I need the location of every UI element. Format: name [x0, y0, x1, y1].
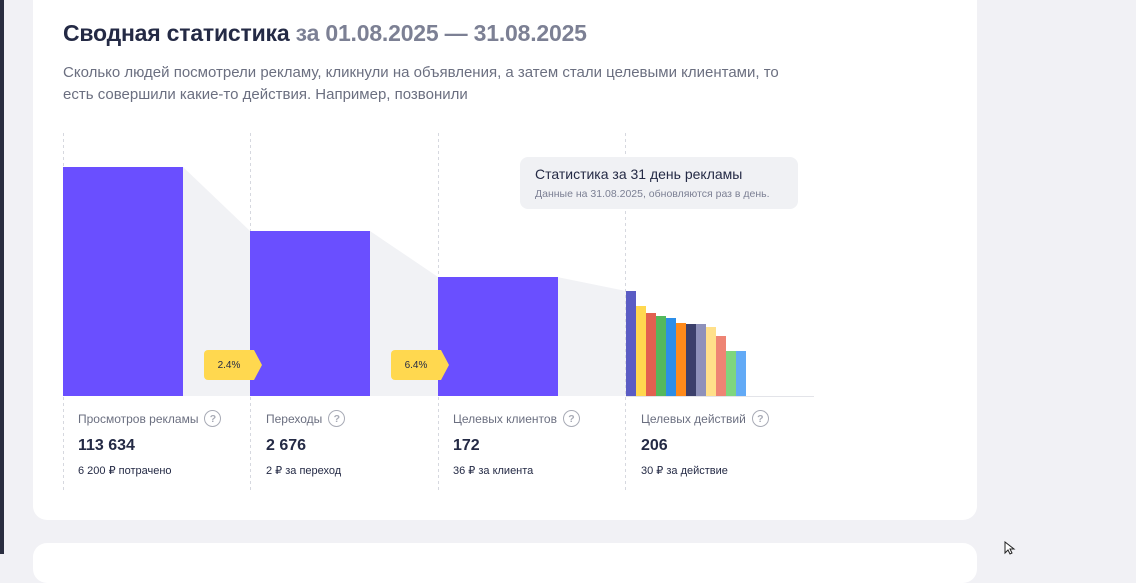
metric-label: Целевых клиентов	[453, 411, 557, 426]
funnel-connector	[183, 167, 250, 396]
metric-clicks: Переходы? 2 676 2 ₽ за переход	[266, 410, 446, 477]
tooltip-note: Данные на 31.08.2025, обновляются раз в …	[535, 188, 770, 200]
mouse-pointer-icon	[1004, 541, 1016, 555]
metric-value: 206	[641, 437, 668, 454]
bar-clicks	[250, 231, 370, 396]
action-bar	[656, 316, 666, 396]
metric-clients: Целевых клиентов? 172 36 ₽ за клиента	[453, 410, 633, 477]
question-circle-icon[interactable]: ?	[751, 410, 769, 427]
sidebar-edge	[0, 0, 4, 554]
funnel-connector	[557, 277, 626, 396]
action-bar	[646, 313, 656, 396]
funnel-chart	[63, 133, 814, 493]
action-bar	[666, 318, 676, 396]
metric-sub: 2 ₽ за переход	[266, 465, 342, 477]
description: Сколько людей посмотрели рекламу, кликну…	[63, 64, 779, 103]
action-bar	[716, 336, 726, 396]
metric-views: Просмотров рекламы? 113 634 6 200 ₽ потр…	[78, 410, 258, 477]
stats-tooltip: Статистика за 31 день рекламы Данные на …	[520, 157, 798, 209]
bar-clients	[438, 277, 558, 396]
bar-views	[63, 167, 183, 396]
action-bar	[726, 351, 736, 396]
action-bar	[636, 306, 646, 396]
action-bar	[736, 351, 746, 396]
metric-sub: 36 ₽ за клиента	[453, 465, 534, 477]
metric-value: 2 676	[266, 437, 307, 454]
metric-label: Целевых действий	[641, 411, 746, 426]
page-title: Сводная статистика за 01.08.2025 — 31.08…	[63, 20, 587, 47]
action-bar	[676, 323, 686, 396]
title-period: за 01.08.2025 — 31.08.2025	[295, 20, 587, 46]
action-bars	[626, 291, 746, 396]
question-circle-icon[interactable]: ?	[328, 410, 346, 427]
question-circle-icon[interactable]: ?	[562, 410, 580, 427]
action-bar	[706, 327, 716, 396]
metric-sub: 30 ₽ за действие	[641, 465, 728, 477]
conversion-badge-clicks: 2.4%	[204, 350, 262, 380]
conversion-badge-clients: 6.4%	[391, 350, 449, 380]
metric-value: 113 634	[78, 437, 135, 454]
action-bar	[696, 324, 706, 396]
title-text: Сводная статистика	[63, 20, 290, 46]
metric-label: Просмотров рекламы	[78, 411, 199, 426]
question-circle-icon[interactable]: ?	[204, 410, 222, 427]
metric-label: Переходы	[266, 411, 323, 426]
metric-value: 172	[453, 437, 480, 454]
metric-actions: Целевых действий? 206 30 ₽ за действие	[641, 410, 821, 477]
tooltip-title: Статистика за 31 день рекламы	[535, 166, 743, 182]
metric-sub: 6 200 ₽ потрачено	[78, 465, 172, 477]
action-bar	[686, 324, 696, 396]
action-bar	[626, 291, 636, 396]
